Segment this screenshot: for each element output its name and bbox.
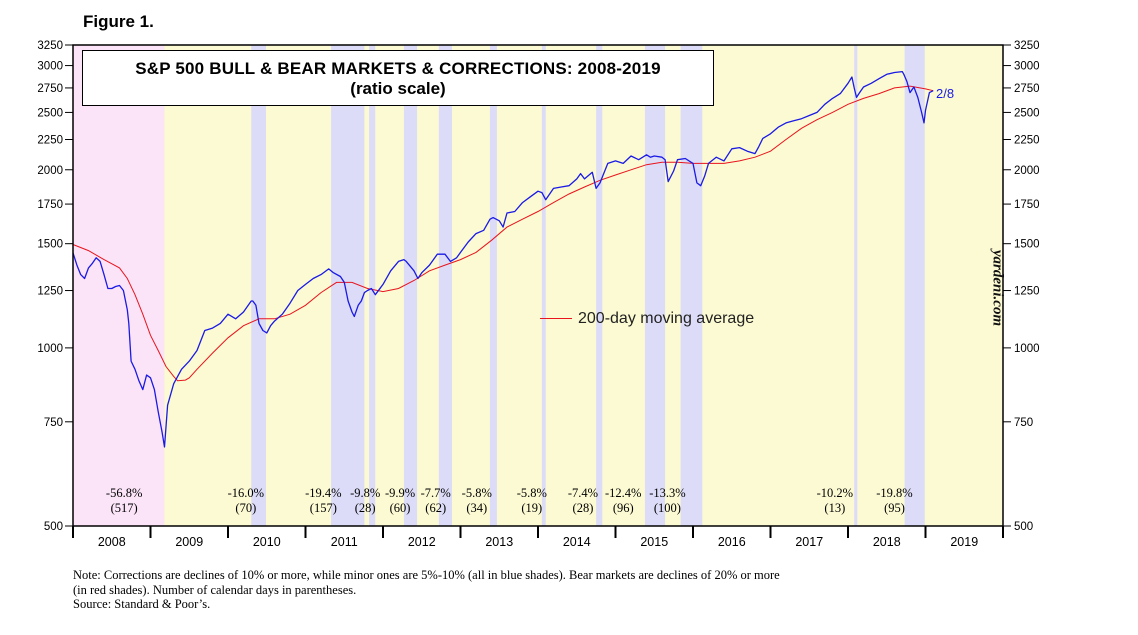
x-tick-label-2016: 2016 (718, 535, 746, 549)
y-tick-label-right-7: 2250 (1014, 134, 1040, 146)
annotation-days-9: (96) (613, 501, 634, 515)
y-tick-label-left-8: 2500 (37, 107, 63, 119)
annotation-days-12: (95) (884, 501, 905, 515)
legend: 200-day moving average (540, 310, 754, 328)
annotation-pct-3: -9.8% (350, 486, 380, 500)
y-tick-label-right-10: 3000 (1014, 61, 1040, 73)
annotation-pct-1: -16.0% (228, 486, 264, 500)
annotation-days-8: (28) (573, 501, 594, 515)
y-tick-label-right-5: 1750 (1014, 199, 1040, 211)
y-tick-label-left-7: 2250 (37, 134, 63, 146)
annotation-days-0: (517) (111, 501, 138, 515)
correction-shade-11 (854, 45, 858, 526)
correction-shade-5 (438, 45, 452, 526)
x-tick-label-2015: 2015 (640, 535, 668, 549)
annotation-pct-4: -9.9% (385, 486, 415, 500)
note-line-1: Note: Corrections are declines of 10% or… (73, 568, 780, 582)
note-line-2: (in red shades). Number of calendar days… (73, 582, 357, 597)
y-tick-label-right-6: 2000 (1014, 165, 1040, 177)
y-tick-label-left-6: 2000 (37, 165, 63, 177)
annotation-days-7: (19) (521, 501, 542, 515)
correction-shade-3 (369, 45, 376, 526)
correction-shade-9 (644, 45, 666, 526)
end-date-label: 2/8 (936, 86, 955, 101)
annotation-pct-10: -13.3% (649, 486, 685, 500)
annotation-days-5: (62) (425, 501, 446, 515)
y-tick-label-left-3: 1250 (37, 286, 63, 298)
series-line-sp500 (72, 70, 934, 448)
x-tick-label-2013: 2013 (485, 535, 513, 549)
watermark: yardeni.com (987, 238, 1007, 338)
correction-shade-1 (251, 45, 266, 526)
chart-title: S&P 500 BULL & BEAR MARKETS & CORRECTION… (135, 59, 661, 78)
x-tick-label-2012: 2012 (408, 535, 436, 549)
y-tick-label-left-5: 1750 (37, 199, 63, 211)
legend-label-ma: 200-day moving average (578, 310, 755, 327)
y-tick-label-left-11: 3250 (37, 40, 63, 52)
y-tick-label-right-2: 1000 (1014, 343, 1040, 355)
x-tick-label-2011: 2011 (331, 535, 358, 549)
watermark-text: yardeni.com (989, 249, 1006, 327)
bull-background (73, 45, 1003, 526)
correction-shade-12 (904, 45, 925, 526)
annotation-pct-2: -19.4% (305, 486, 341, 500)
chart: -56.8%(517)-16.0%(70)-19.4%(157)-9.8%(28… (37, 40, 1040, 549)
annotation-days-2: (157) (310, 501, 337, 515)
x-tick-label-2008: 2008 (98, 535, 126, 549)
y-tick-label-right-8: 2500 (1014, 107, 1040, 119)
y-tick-label-right-11: 3250 (1014, 40, 1040, 52)
correction-shade-7 (541, 45, 546, 526)
x-tick-label-2009: 2009 (175, 535, 203, 549)
annotation-days-11: (13) (824, 501, 845, 515)
source-line: Source: Standard & Poor’s. (73, 597, 211, 611)
annotation-pct-12: -19.8% (876, 486, 912, 500)
y-tick-label-left-4: 1500 (37, 239, 63, 251)
y-tick-label-left-10: 3000 (37, 61, 63, 73)
y-tick-label-right-3: 1250 (1014, 286, 1040, 298)
x-tick-label-2017: 2017 (795, 535, 823, 549)
y-tick-label-left-9: 2750 (37, 83, 63, 95)
annotation-days-1: (70) (235, 501, 256, 515)
y-tick-label-right-4: 1500 (1014, 239, 1040, 251)
annotation-pct-7: -5.8% (517, 486, 547, 500)
y-tick-label-right-1: 750 (1014, 417, 1033, 429)
y-tick-label-right-9: 2750 (1014, 83, 1040, 95)
figure-label: Figure 1. (83, 12, 154, 31)
y-tick-label-left-0: 500 (44, 521, 63, 533)
correction-shade-8 (596, 45, 603, 526)
series-line-moving-average (72, 85, 934, 382)
y-tick-label-right-0: 500 (1014, 521, 1033, 533)
annotation-pct-0: -56.8% (106, 486, 142, 500)
annotation-days-4: (60) (390, 501, 411, 515)
chart-title-box: S&P 500 BULL & BEAR MARKETS & CORRECTION… (82, 50, 714, 106)
annotation-pct-11: -10.2% (817, 486, 853, 500)
x-tick-label-2014: 2014 (563, 535, 591, 549)
annotation-days-10: (100) (654, 501, 681, 515)
annotation-pct-8: -7.4% (568, 486, 598, 500)
annotation-pct-6: -5.8% (462, 486, 492, 500)
correction-shade-10 (680, 45, 703, 526)
x-tick-label-2010: 2010 (253, 535, 281, 549)
y-tick-label-left-2: 1000 (37, 343, 63, 355)
correction-shade-4 (403, 45, 418, 526)
notes: Note: Corrections are declines of 10% or… (73, 568, 780, 612)
correction-shade-6 (489, 45, 497, 526)
legend-swatch-ma (540, 318, 572, 320)
chart-subtitle: (ratio scale) (350, 79, 446, 98)
x-tick-label-2018: 2018 (873, 535, 901, 549)
annotation-pct-9: -12.4% (605, 486, 641, 500)
annotation-days-3: (28) (355, 501, 376, 515)
annotation-days-6: (34) (466, 501, 487, 515)
y-tick-label-left-1: 750 (44, 417, 63, 429)
x-tick-label-2019: 2019 (950, 535, 978, 549)
annotation-pct-5: -7.7% (421, 486, 451, 500)
